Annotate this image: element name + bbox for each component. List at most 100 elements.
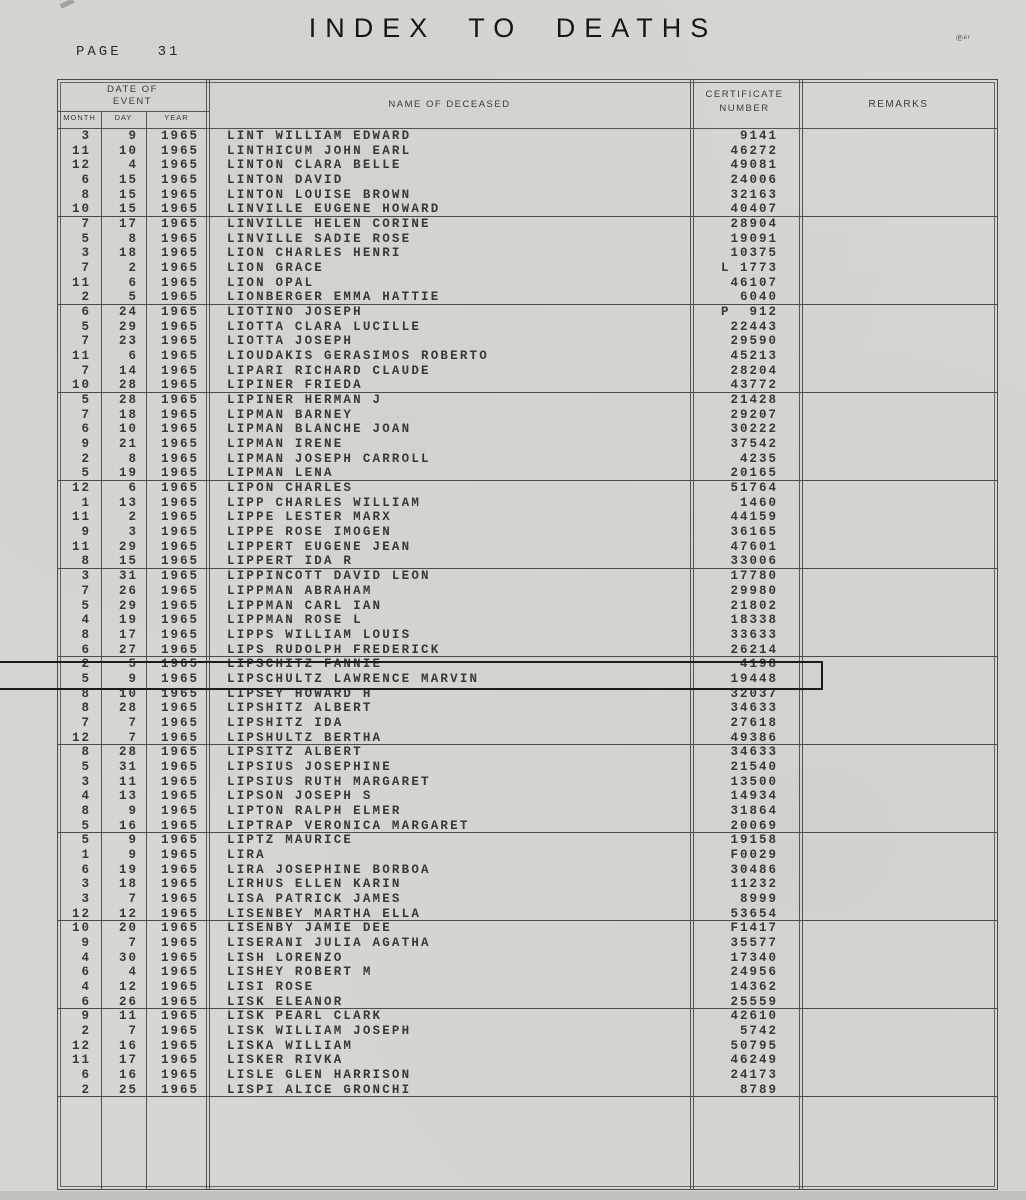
cell-name: LIPSCHULTZ LAWRENCE MARVIN — [227, 671, 480, 686]
cell-month: 6 — [81, 965, 91, 980]
cell-year: 1965 — [161, 642, 200, 657]
cell-day: 30 — [118, 950, 138, 965]
cell-year: 1965 — [161, 466, 200, 481]
cell-name: LISKA WILLIAM — [227, 1038, 354, 1053]
cell-certificate: 11232 — [730, 877, 778, 892]
cell-certificate: 20069 — [730, 818, 778, 833]
corner-stamp-mark: ℗ᵉʳ — [956, 33, 972, 43]
cell-year: 1965 — [161, 319, 200, 334]
header-day: DAY — [114, 113, 133, 122]
cell-month: 8 — [81, 803, 91, 818]
cell-month: 5 — [81, 319, 91, 334]
cell-remarks — [799, 980, 997, 995]
cell-month: 9 — [81, 437, 91, 452]
cell-name: LION CHARLES HENRI — [227, 246, 402, 261]
cell-certificate: 21802 — [730, 598, 778, 613]
cell-certificate: 33006 — [730, 554, 778, 569]
cell-certificate: 37542 — [730, 437, 778, 452]
cell-remarks — [799, 657, 997, 672]
cell-day: 5 — [128, 657, 138, 672]
cell-name: LION GRACE — [227, 261, 325, 276]
cell-remarks — [799, 305, 997, 320]
cell-year: 1965 — [161, 378, 200, 393]
table-row: 2 5 1965 LIONBERGER EMMA HATTIE 6040 — [58, 290, 997, 305]
cell-day: 4 — [128, 158, 138, 173]
cell-certificate: 46272 — [730, 143, 778, 158]
cell-name: LIOTTA JOSEPH — [227, 334, 354, 349]
cell-year: 1965 — [161, 1023, 200, 1038]
cell-day: 29 — [118, 598, 138, 613]
cell-day: 7 — [128, 730, 138, 745]
cell-name: LINVILLE EUGENE HOWARD — [227, 202, 441, 217]
cell-day: 18 — [118, 246, 138, 261]
cell-remarks — [799, 276, 997, 291]
cell-month: 2 — [81, 657, 91, 672]
cell-month: 7 — [81, 334, 91, 349]
cell-day: 9 — [128, 671, 138, 686]
cell-month: 6 — [81, 422, 91, 437]
page-number-line: PAGE 31 — [76, 44, 180, 60]
cell-name: LIPARI RICHARD CLAUDE — [227, 363, 431, 378]
cell-remarks — [799, 466, 997, 481]
cell-name: LIPS RUDOLPH FREDERICK — [227, 642, 441, 657]
cell-remarks — [799, 775, 997, 790]
cell-day: 18 — [118, 877, 138, 892]
cell-remarks — [799, 907, 997, 922]
cell-year: 1965 — [161, 789, 200, 804]
cell-remarks — [799, 804, 997, 819]
table-row: 6 16 1965 LISLE GLEN HARRISON 24173 — [58, 1068, 997, 1083]
cell-remarks — [799, 144, 997, 159]
cell-day: 19 — [118, 862, 138, 877]
table-row: 12 7 1965 LIPSHULTZ BERTHA 49386 — [58, 731, 997, 746]
cell-name: LISH LORENZO — [227, 950, 344, 965]
table-row: 6 26 1965 LISK ELEANOR 25559 — [58, 995, 997, 1010]
cell-remarks — [799, 643, 997, 658]
cell-day: 25 — [118, 1082, 138, 1097]
cell-day: 14 — [118, 363, 138, 378]
cell-year: 1965 — [161, 217, 200, 232]
cell-year: 1965 — [161, 1053, 200, 1068]
cell-month: 6 — [81, 305, 91, 320]
table-row: 2 5 1965 LIPSCHITZ FANNIE 4198 — [58, 657, 997, 672]
index-table: DATE OF EVENT MONTH DAY YEAR NAME OF DEC… — [57, 79, 998, 1190]
cell-year: 1965 — [161, 759, 200, 774]
cell-year: 1965 — [161, 510, 200, 525]
table-row: 8 15 1965 LINTON LOUISE BROWN 32163 — [58, 188, 997, 203]
cell-day: 23 — [118, 334, 138, 349]
cell-year: 1965 — [161, 1009, 200, 1024]
cell-remarks — [799, 716, 997, 731]
cell-month: 8 — [81, 554, 91, 569]
cell-name: LINTON LOUISE BROWN — [227, 187, 412, 202]
cell-day: 24 — [118, 305, 138, 320]
cell-name: LIPPE ROSE IMOGEN — [227, 525, 392, 540]
table-row: 3 18 1965 LIRHUS ELLEN KARIN 11232 — [58, 877, 997, 892]
table-row: 6 15 1965 LINTON DAVID 24006 — [58, 173, 997, 188]
cell-name: LIPPINCOTT DAVID LEON — [227, 569, 431, 584]
cell-certificate: 17780 — [730, 569, 778, 584]
cell-year: 1965 — [161, 950, 200, 965]
header-remarks: REMARKS — [868, 99, 929, 110]
cell-remarks — [799, 819, 997, 834]
cell-year: 1965 — [161, 686, 200, 701]
cell-month: 2 — [81, 1023, 91, 1038]
cell-year: 1965 — [161, 627, 200, 642]
table-row: 4 12 1965 LISI ROSE 14362 — [58, 980, 997, 995]
cell-name: LIPPMAN ABRAHAM — [227, 583, 373, 598]
cell-day: 10 — [118, 422, 138, 437]
cell-remarks — [799, 848, 997, 863]
table-row: 11 6 1965 LIOUDAKIS GERASIMOS ROBERTO 45… — [58, 349, 997, 364]
cell-month: 3 — [81, 774, 91, 789]
cell-year: 1965 — [161, 495, 200, 510]
cell-day: 6 — [128, 481, 138, 496]
rule-cert-remarks-inner — [802, 80, 803, 1189]
cell-certificate: 21428 — [730, 393, 778, 408]
table-row: 3 18 1965 LION CHARLES HENRI 10375 — [58, 246, 997, 261]
cell-year: 1965 — [161, 833, 200, 848]
table-row: 11 10 1965 LINTHICUM JOHN EARL 46272 — [58, 144, 997, 159]
rule-header-bottom — [58, 128, 997, 129]
cell-year: 1965 — [161, 1068, 200, 1082]
cell-remarks — [799, 584, 997, 599]
table-row: 3 7 1965 LISA PATRICK JAMES 8999 — [58, 892, 997, 907]
cell-year: 1965 — [161, 701, 200, 716]
cell-certificate: 29980 — [730, 583, 778, 598]
